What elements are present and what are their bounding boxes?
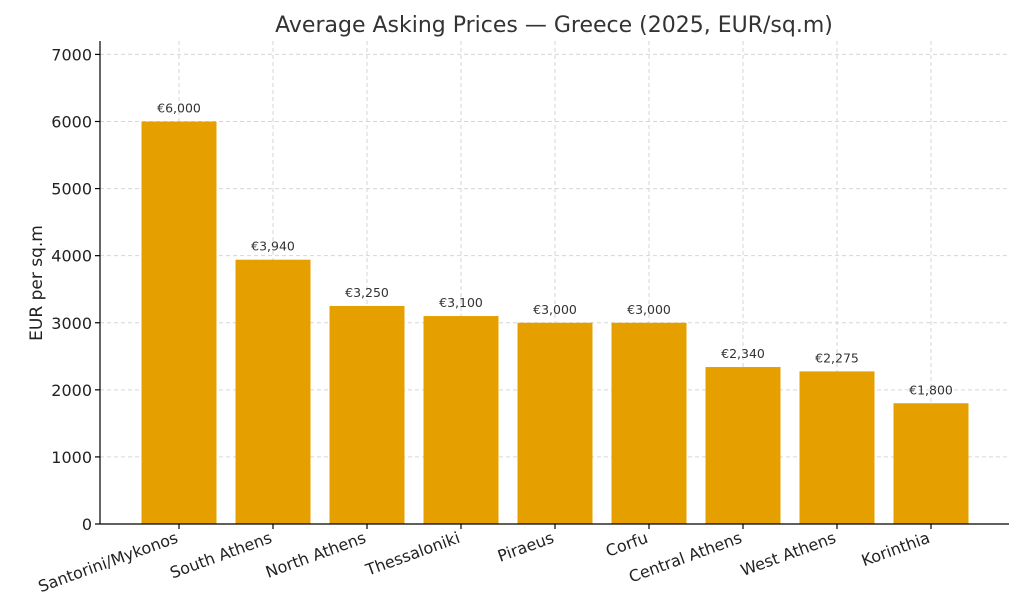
data-label: €2,340 [721, 346, 765, 361]
data-label: €6,000 [157, 101, 201, 116]
y-tick-label: 2000 [51, 381, 92, 400]
bars [141, 121, 969, 524]
data-label: €2,275 [815, 350, 859, 365]
data-label: €3,250 [345, 285, 389, 300]
x-tick-label: Corfu [603, 528, 650, 561]
y-tick-label: 0 [82, 515, 92, 534]
bar [799, 371, 875, 524]
y-tick-labels: 0 1000 2000 3000 4000 5000 6000 7000 [51, 45, 100, 534]
y-tick-label: 6000 [51, 113, 92, 132]
bar [329, 305, 405, 524]
x-tick-label: West Athens [738, 528, 838, 580]
y-tick-label: 7000 [51, 45, 92, 64]
bar [893, 403, 969, 524]
y-tick-label: 3000 [51, 314, 92, 333]
data-label: €1,800 [909, 382, 953, 397]
x-tick-label: North Athens [263, 528, 368, 582]
data-label: €3,100 [439, 295, 483, 310]
y-axis-label: EUR per sq.m [27, 225, 47, 341]
x-tick-label: Thessaloniki [362, 528, 462, 580]
bar [423, 316, 499, 524]
data-label: €3,000 [627, 302, 671, 317]
bar [611, 322, 687, 524]
bar [141, 121, 217, 524]
data-label: €3,000 [533, 302, 577, 317]
x-tick-label: Piraeus [495, 528, 556, 566]
bar [705, 367, 781, 524]
y-tick-label: 4000 [51, 247, 92, 266]
y-tick-label: 1000 [51, 448, 92, 467]
x-tick-label: Santorini/Mykonos [36, 528, 181, 596]
y-tick-label: 5000 [51, 180, 92, 199]
data-labels: €6,000 €3,940 €3,250 €3,100 €3,000 €3,000 €2,3… [157, 101, 953, 398]
bar [235, 259, 311, 524]
x-tick-label: Korinthia [859, 528, 933, 570]
bar [517, 322, 593, 524]
x-tick-label: South Athens [167, 528, 274, 582]
data-label: €3,940 [251, 239, 295, 254]
chart-title: Average Asking Prices — Greece (2025, EU… [275, 13, 833, 38]
